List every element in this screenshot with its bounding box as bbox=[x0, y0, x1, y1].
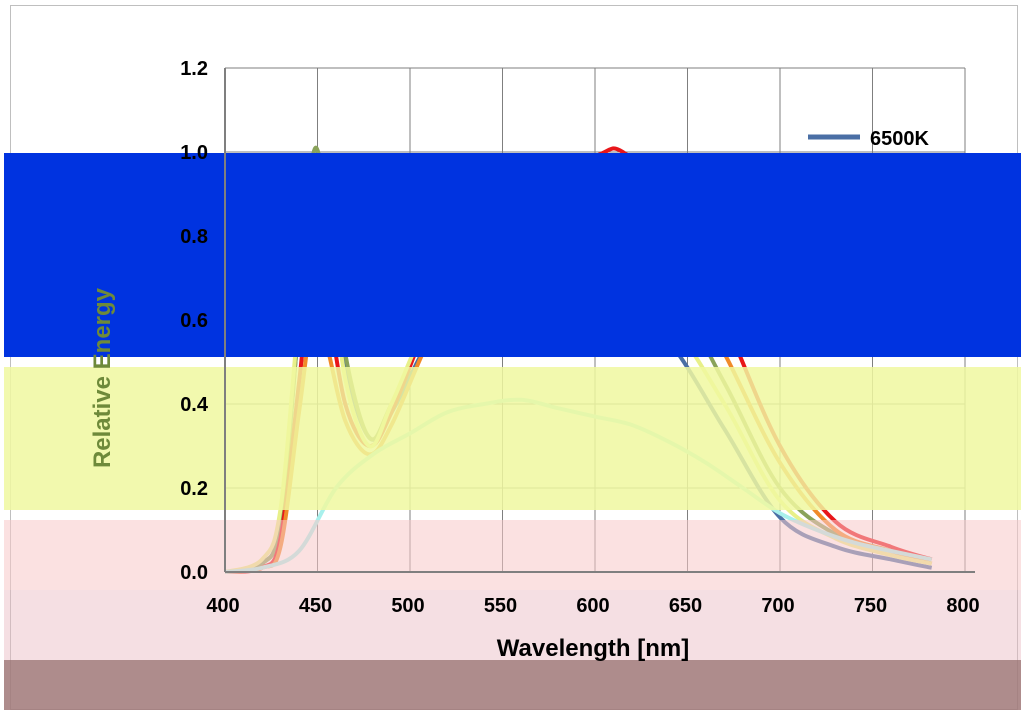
x-tick-label: 450 bbox=[299, 595, 332, 617]
x-tick-labels: 400 450 500 550 600 650 700 750 800 bbox=[206, 595, 979, 617]
axes bbox=[224, 68, 975, 573]
y-tick-label: 0.8 bbox=[180, 226, 208, 248]
x-tick-label: 750 bbox=[854, 595, 887, 617]
y-tick-label: 0.6 bbox=[180, 310, 208, 332]
overlay-band-blue bbox=[4, 153, 1021, 357]
x-tick-label: 800 bbox=[946, 595, 979, 617]
x-tick-label: 550 bbox=[484, 595, 517, 617]
y-axis-title: Relative Energy bbox=[89, 287, 116, 468]
y-tick-labels: 0.0 0.2 0.4 0.6 0.8 1.0 1.2 bbox=[180, 58, 209, 584]
y-tick-label: 0.2 bbox=[180, 478, 208, 500]
y-tick-label: 0.0 bbox=[180, 562, 208, 584]
legend: 6500K bbox=[808, 128, 929, 150]
y-tick-label: 1.0 bbox=[180, 142, 208, 164]
overlay-band-pink bbox=[4, 520, 1021, 590]
overlay-band-brown bbox=[4, 660, 1021, 710]
chart-frame bbox=[10, 5, 1018, 710]
overlay-band-mauve bbox=[4, 590, 1021, 660]
overlay-bands bbox=[4, 153, 1021, 710]
x-tick-label: 400 bbox=[206, 595, 239, 617]
x-tick-label: 500 bbox=[391, 595, 424, 617]
y-tick-label: 0.4 bbox=[180, 394, 209, 416]
legend-label-6500k: 6500K bbox=[870, 128, 929, 150]
y-tick-label: 1.2 bbox=[180, 58, 208, 80]
x-tick-label: 700 bbox=[761, 595, 794, 617]
overlay-band-yellow bbox=[4, 367, 1021, 510]
x-axis-title: Wavelength [nm] bbox=[497, 635, 689, 662]
x-tick-label: 650 bbox=[669, 595, 702, 617]
x-tick-label: 600 bbox=[576, 595, 609, 617]
